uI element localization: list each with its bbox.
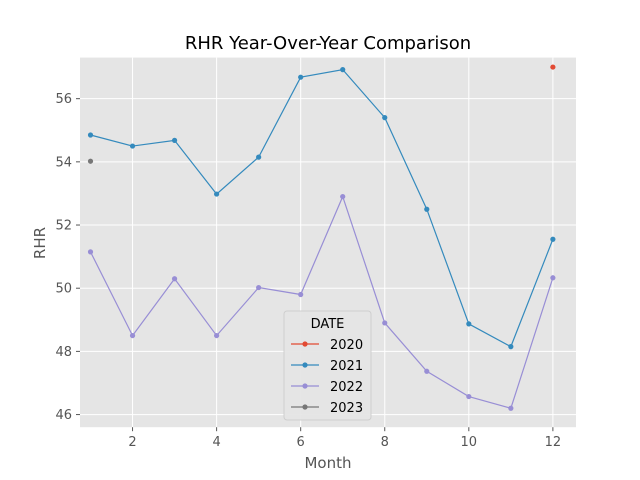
y-tick-label: 54 [55, 155, 72, 170]
data-point-2022 [256, 284, 262, 291]
legend-entry-2020: 2020 [291, 338, 363, 353]
data-point-2020 [550, 64, 556, 70]
y-tick-label: 56 [55, 92, 72, 107]
legend-items: 2020 2021 2022 2023 [291, 338, 363, 416]
legend: DATE 2020 2021 2022 2023 [283, 310, 372, 421]
y-tick-label: 50 [55, 282, 72, 297]
y-axis-label: RHR [31, 227, 49, 259]
series-2020 [550, 64, 556, 70]
data-point-2022 [129, 332, 136, 339]
data-point-2021 [424, 206, 430, 212]
data-point-2021 [382, 115, 388, 121]
legend-entry-2021: 2021 [291, 359, 363, 374]
x-tick-label: 6 [297, 435, 305, 450]
data-point-2022 [424, 368, 430, 374]
data-point-2021 [256, 154, 262, 160]
x-tick-label: 8 [381, 435, 389, 450]
series-line-2021 [90, 68, 554, 348]
data-point-2022 [298, 291, 304, 298]
data-point-2022 [214, 332, 220, 339]
data-point-2022 [87, 249, 94, 255]
x-axis-ticks: 2 4 6 8 10 12 [128, 427, 561, 450]
data-point-2021 [214, 191, 220, 197]
legend-label: 2021 [330, 359, 363, 374]
legend-box [283, 310, 372, 421]
data-point-2021 [171, 137, 178, 143]
data-point-2021 [550, 236, 556, 242]
data-point-2021 [340, 67, 346, 73]
data-point-2021 [87, 132, 94, 138]
y-tick-label: 48 [55, 345, 72, 360]
data-point-2022 [382, 320, 388, 326]
legend-label: 2023 [330, 401, 363, 416]
data-point-2022 [466, 393, 472, 400]
x-tick-label: 12 [545, 435, 562, 450]
data-point-2021 [298, 74, 304, 80]
chart-title: RHR Year-Over-Year Comparison [185, 33, 471, 54]
series-line-2022 [89, 194, 554, 409]
data-point-2021 [129, 143, 136, 149]
legend-title: DATE [311, 317, 345, 332]
x-axis-label: Month [304, 454, 351, 472]
series-2023 [87, 158, 94, 164]
x-tick-label: 2 [128, 435, 136, 450]
data-point-2023 [87, 158, 94, 164]
legend-swatch-marker [302, 362, 308, 368]
legend-label: 2022 [330, 380, 363, 395]
data-point-2022 [550, 275, 556, 281]
legend-label: 2020 [330, 338, 363, 353]
data-point-2022 [340, 193, 346, 200]
series-2022 [87, 193, 556, 411]
y-axis-ticks: 46 48 50 52 54 56 [55, 92, 80, 423]
y-tick-label: 52 [55, 219, 72, 234]
data-point-2022 [171, 276, 178, 282]
legend-swatch-marker [302, 383, 308, 389]
legend-entry-2022: 2022 [291, 380, 363, 395]
x-tick-label: 10 [461, 435, 478, 450]
data-point-2021 [466, 321, 472, 327]
data-point-2022 [508, 405, 514, 411]
series-2021 [87, 67, 556, 350]
data-point-2021 [508, 344, 514, 350]
y-tick-label: 46 [55, 408, 72, 423]
series-layer [87, 64, 556, 411]
legend-swatch-marker [302, 404, 308, 410]
x-tick-label: 4 [212, 435, 220, 450]
legend-entry-2023: 2023 [291, 401, 363, 416]
legend-swatch-marker [302, 341, 308, 347]
